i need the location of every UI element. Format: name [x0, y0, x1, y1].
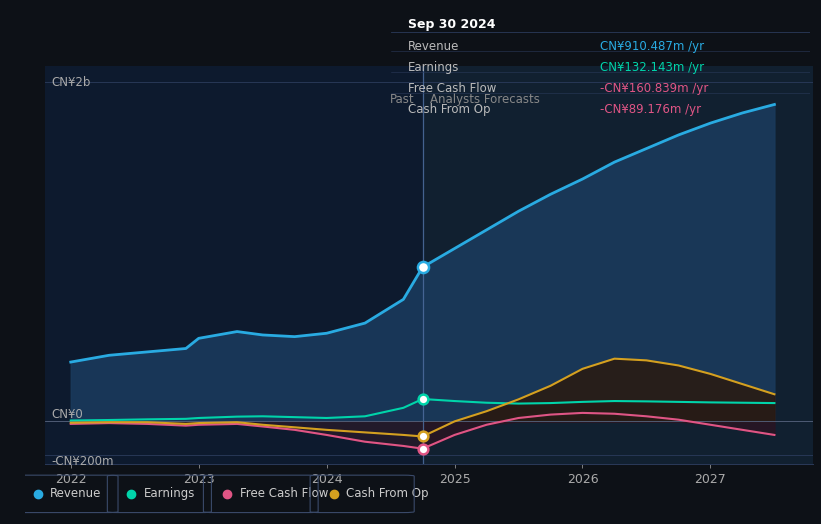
Text: -CN¥160.839m /yr: -CN¥160.839m /yr [600, 82, 709, 95]
Text: CN¥910.487m /yr: CN¥910.487m /yr [600, 40, 704, 53]
Text: CN¥2b: CN¥2b [52, 76, 91, 89]
Text: Cash From Op: Cash From Op [346, 487, 429, 500]
Text: Sep 30 2024: Sep 30 2024 [407, 18, 495, 31]
Text: -CN¥200m: -CN¥200m [52, 455, 114, 468]
Text: Revenue: Revenue [407, 40, 459, 53]
Text: Analysts Forecasts: Analysts Forecasts [430, 93, 540, 106]
Text: Revenue: Revenue [50, 487, 102, 500]
Text: -CN¥89.176m /yr: -CN¥89.176m /yr [600, 103, 701, 116]
Bar [423, 66, 813, 464]
Text: Free Cash Flow: Free Cash Flow [407, 82, 496, 95]
Text: Past: Past [390, 93, 415, 106]
Text: Cash From Op: Cash From Op [407, 103, 490, 116]
Text: Earnings: Earnings [144, 487, 195, 500]
Text: Free Cash Flow: Free Cash Flow [240, 487, 328, 500]
Text: Earnings: Earnings [407, 61, 459, 74]
Text: CN¥132.143m /yr: CN¥132.143m /yr [600, 61, 704, 74]
Text: CN¥0: CN¥0 [52, 408, 83, 421]
